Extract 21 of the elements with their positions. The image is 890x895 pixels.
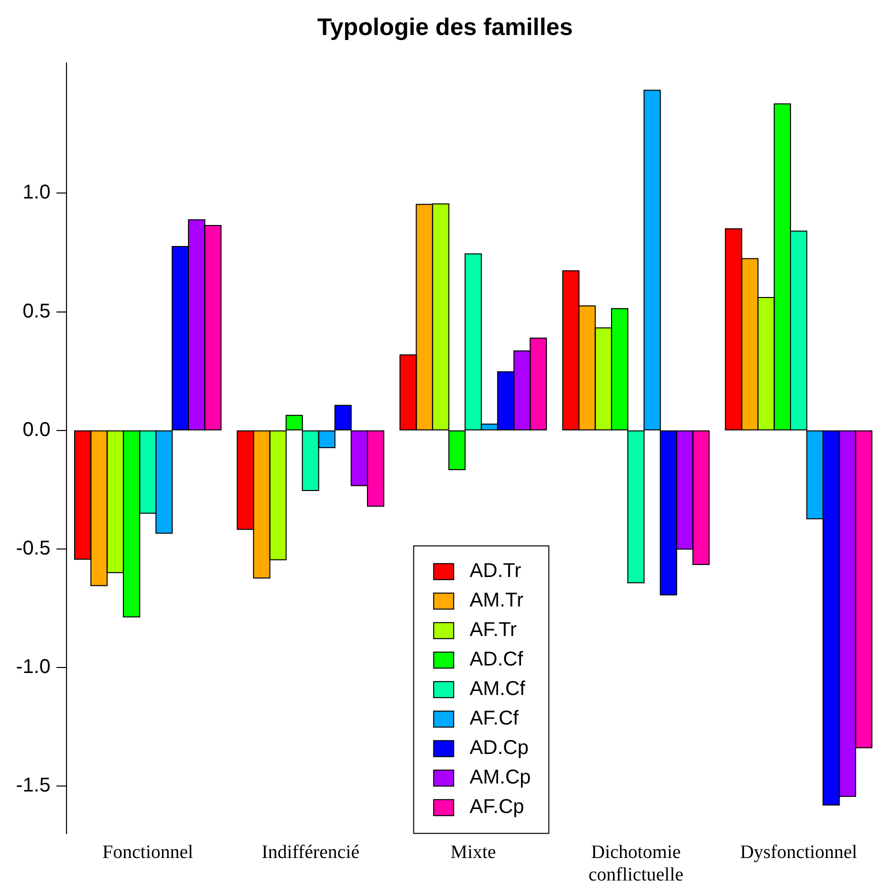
- x-tick-label: Fonctionnel: [102, 842, 194, 863]
- legend-label: AD.Tr: [470, 560, 522, 582]
- legend-label: AD.Cp: [470, 737, 529, 760]
- legend-label: AF.Cf: [470, 708, 520, 730]
- legend-label: AF.Cp: [470, 796, 524, 818]
- y-tick-label: 0.0: [22, 418, 50, 441]
- y-tick-label: -0.5: [16, 537, 50, 560]
- x-tick-label: Dichotomie conflictuelle: [588, 842, 684, 886]
- legend-label: AD.Cf: [470, 648, 524, 671]
- legend-label: AM.Tr: [470, 590, 524, 612]
- y-tick-label: -1.0: [16, 656, 50, 678]
- legend-label: AM.Cf: [470, 678, 526, 700]
- legend-label: AF.Tr: [470, 619, 518, 642]
- y-tick-label: 0.5: [22, 300, 50, 322]
- legend-label: AM.Cp: [470, 766, 531, 789]
- y-tick-label: -1.5: [16, 774, 50, 796]
- x-tick-label: Mixte: [450, 842, 496, 863]
- x-tick-label: Indifférencié: [262, 842, 360, 863]
- x-tick-label: Dysfonctionnel: [740, 842, 858, 863]
- chart-title: Typologie des familles: [317, 14, 573, 42]
- y-tick-label: 1.0: [22, 182, 50, 204]
